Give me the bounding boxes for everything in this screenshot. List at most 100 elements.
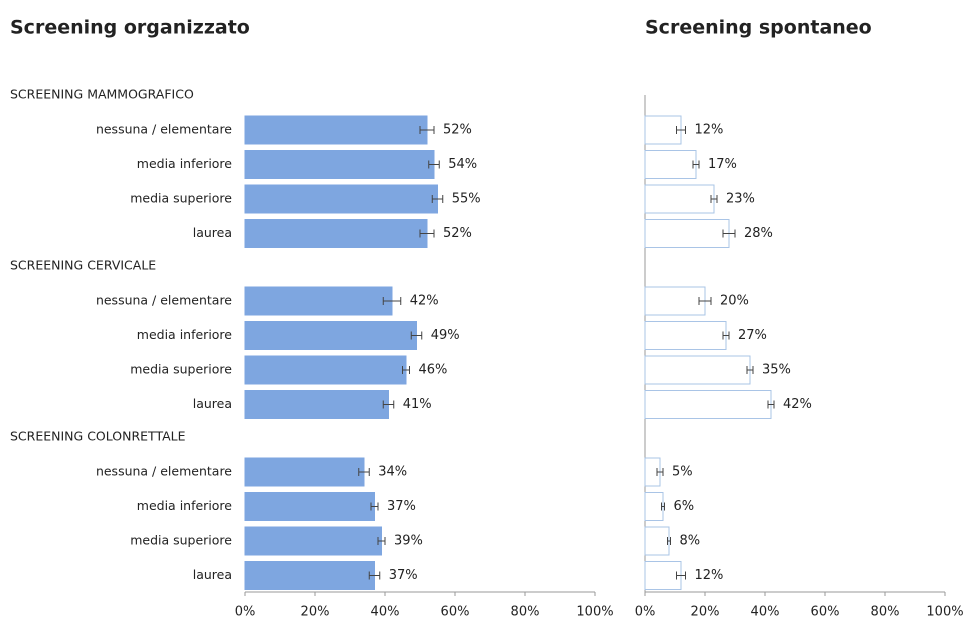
bar bbox=[244, 355, 407, 385]
value-label: 41% bbox=[403, 397, 432, 412]
bar bbox=[644, 390, 772, 419]
error-bar bbox=[676, 126, 686, 134]
error-bar bbox=[698, 297, 712, 305]
error-bar bbox=[410, 331, 423, 340]
bar bbox=[244, 150, 435, 179]
bar bbox=[644, 115, 682, 145]
bar bbox=[644, 355, 751, 385]
value-label: 20% bbox=[720, 294, 749, 309]
category-label: nessuna / elementare bbox=[96, 293, 232, 308]
x-tick-label: 20% bbox=[691, 605, 720, 618]
bar bbox=[244, 390, 389, 419]
bar bbox=[244, 561, 375, 590]
error-bar bbox=[431, 195, 444, 203]
error-bar bbox=[746, 366, 754, 374]
error-bar bbox=[667, 537, 671, 545]
category-label: media inferiore bbox=[137, 498, 233, 513]
error-bar bbox=[676, 571, 686, 580]
bar bbox=[644, 492, 664, 521]
bar bbox=[644, 219, 730, 248]
error-bar bbox=[661, 502, 665, 511]
x-tick-label: 0% bbox=[235, 605, 256, 618]
value-label: 12% bbox=[695, 568, 724, 583]
error-bar bbox=[419, 126, 435, 134]
error-bar bbox=[656, 468, 664, 476]
error-bar bbox=[377, 537, 386, 545]
x-tick-label: 40% bbox=[371, 605, 400, 618]
value-label: 42% bbox=[783, 397, 812, 412]
error-bar bbox=[382, 400, 395, 409]
category-label: laurea bbox=[193, 225, 232, 240]
value-label: 28% bbox=[744, 226, 773, 241]
category-label: media superiore bbox=[130, 533, 232, 548]
bar bbox=[244, 492, 375, 521]
x-tick-label: 80% bbox=[871, 605, 900, 618]
bar bbox=[244, 457, 365, 487]
error-bar bbox=[722, 331, 730, 340]
chart-title: Screening organizzato bbox=[10, 17, 250, 39]
bar bbox=[244, 219, 428, 248]
category-label: media inferiore bbox=[137, 156, 233, 171]
bar bbox=[644, 184, 715, 214]
value-label: 5% bbox=[672, 465, 693, 480]
value-label: 37% bbox=[389, 568, 418, 583]
category-label: nessuna / elementare bbox=[96, 122, 232, 137]
error-bar bbox=[419, 229, 435, 238]
error-bar bbox=[368, 571, 381, 580]
value-label: 46% bbox=[419, 363, 448, 378]
error-bar bbox=[692, 160, 700, 169]
value-label: 52% bbox=[443, 123, 472, 138]
value-label: 52% bbox=[443, 226, 472, 241]
value-label: 35% bbox=[762, 363, 791, 378]
error-bar bbox=[382, 297, 402, 305]
group-label: SCREENING MAMMOGRAFICO bbox=[10, 87, 194, 102]
error-bar bbox=[767, 400, 775, 409]
chart-title: Screening spontaneo bbox=[645, 17, 872, 39]
value-label: 27% bbox=[738, 328, 767, 343]
group-label: SCREENING CERVICALE bbox=[10, 258, 156, 273]
bar bbox=[244, 115, 428, 145]
bar bbox=[244, 184, 438, 214]
bar bbox=[644, 150, 697, 179]
value-label: 8% bbox=[680, 534, 701, 549]
value-label: 12% bbox=[695, 123, 724, 138]
x-tick-label: 20% bbox=[301, 605, 330, 618]
x-tick-label: 0% bbox=[635, 605, 656, 618]
x-tick-label: 40% bbox=[751, 605, 780, 618]
category-label: media inferiore bbox=[137, 327, 233, 342]
value-label: 17% bbox=[708, 157, 737, 172]
value-label: 39% bbox=[394, 534, 423, 549]
value-label: 23% bbox=[726, 192, 755, 207]
value-label: 42% bbox=[410, 294, 439, 309]
value-label: 34% bbox=[378, 465, 407, 480]
bar bbox=[244, 526, 382, 556]
value-label: 55% bbox=[452, 192, 481, 207]
x-tick-label: 60% bbox=[441, 605, 470, 618]
value-label: 54% bbox=[448, 157, 477, 172]
group-label: SCREENING COLONRETTALE bbox=[10, 429, 186, 444]
x-tick-label: 80% bbox=[511, 605, 540, 618]
bar bbox=[244, 321, 417, 350]
bar bbox=[644, 561, 682, 590]
value-label: 37% bbox=[387, 499, 416, 514]
category-label: media superiore bbox=[130, 362, 232, 377]
error-bar bbox=[428, 160, 440, 169]
bar bbox=[244, 286, 393, 316]
bar bbox=[644, 321, 727, 350]
category-label: media superiore bbox=[130, 191, 232, 206]
error-bar bbox=[722, 229, 736, 238]
error-bar bbox=[710, 195, 718, 203]
value-label: 6% bbox=[674, 499, 695, 514]
value-label: 49% bbox=[431, 328, 460, 343]
error-bar bbox=[402, 366, 410, 374]
category-label: nessuna / elementare bbox=[96, 464, 232, 479]
category-label: laurea bbox=[193, 396, 232, 411]
x-tick-label: 60% bbox=[811, 605, 840, 618]
error-bar bbox=[358, 468, 370, 476]
x-tick-label: 100% bbox=[576, 605, 613, 618]
x-tick-label: 100% bbox=[926, 605, 963, 618]
category-label: laurea bbox=[193, 567, 232, 582]
bar bbox=[644, 286, 706, 316]
